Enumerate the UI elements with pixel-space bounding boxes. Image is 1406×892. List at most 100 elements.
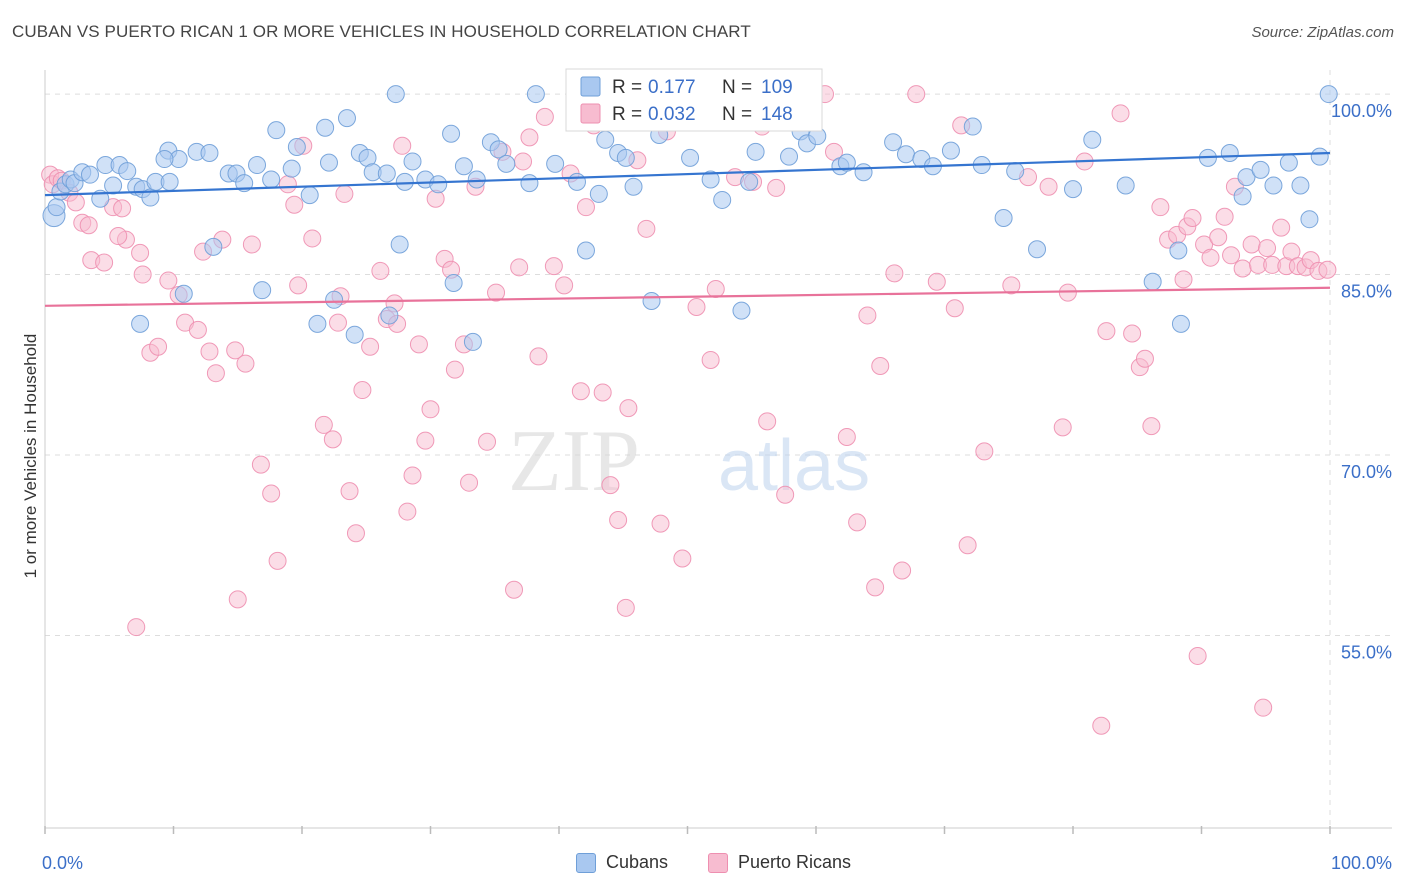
puerto-rican-point <box>616 598 635 617</box>
legend-top-cubans-swatch <box>580 76 601 97</box>
cuban-point <box>267 121 286 140</box>
puerto-rican-point <box>1174 270 1193 289</box>
cuban-point <box>377 164 396 183</box>
puerto-rican-point <box>113 199 132 218</box>
chart-title: CUBAN VS PUERTO RICAN 1 OR MORE VEHICLES… <box>12 22 751 41</box>
puerto-rican-point <box>858 306 877 325</box>
puerto-rican-point <box>651 514 670 533</box>
legend-top-cubans-n-value: 109 <box>761 77 793 98</box>
puerto-rican-point <box>66 193 85 212</box>
legend-top-pr-n-label: N = <box>722 104 752 125</box>
puerto-rican-point <box>131 243 150 262</box>
cuban-point <box>1143 272 1162 291</box>
puerto-rican-point <box>1201 248 1220 267</box>
cuban-point <box>325 290 344 309</box>
y-axis-label: 1 or more Vehicles in Household <box>21 334 40 579</box>
puerto-rican-point <box>1209 228 1228 247</box>
puerto-rican-point <box>242 235 261 254</box>
puerto-rican-point <box>1183 208 1202 227</box>
source-label: Source: ZipAtlas.com <box>1251 24 1394 41</box>
puerto-rican-point <box>885 264 904 283</box>
puerto-rican-point <box>361 337 380 356</box>
cuban-point <box>546 154 565 173</box>
cuban-point <box>253 281 272 300</box>
cuban-point <box>596 130 615 149</box>
cuban-point <box>442 124 461 143</box>
puerto-rican-point <box>555 276 574 295</box>
y-tick-label: 85.0% <box>1341 282 1392 302</box>
puerto-ricans-trend-line <box>44 286 1331 307</box>
puerto-rican-point <box>1258 239 1277 258</box>
cuban-point <box>1264 176 1283 195</box>
puerto-rican-point <box>403 466 422 485</box>
puerto-rican-point <box>421 400 440 419</box>
legend-bottom-cubans: Cubans <box>576 852 668 873</box>
cuban-point <box>337 109 356 128</box>
x-tick-label: 0.0% <box>42 853 83 873</box>
legend-top-box <box>565 68 823 132</box>
legend-top-pr-n-value: 148 <box>761 104 793 125</box>
cuban-point <box>701 170 720 189</box>
legend-top-pr-r-value: 0.032 <box>648 104 696 125</box>
puerto-rican-point <box>637 219 656 238</box>
puerto-rican-point <box>1233 259 1252 278</box>
watermark-zip: ZIP <box>508 413 640 510</box>
cuban-point <box>1237 168 1256 187</box>
puerto-rican-point <box>544 257 563 276</box>
cuban-point <box>300 186 319 205</box>
puerto-rican-point <box>837 427 856 446</box>
cuban-point <box>429 175 448 194</box>
cuban-point <box>282 159 301 178</box>
cuban-point <box>526 85 545 104</box>
puerto-rican-point <box>1272 218 1291 237</box>
puerto-rican-point <box>673 549 692 568</box>
cuban-point <box>497 154 516 173</box>
y-tick-label: 100.0% <box>1331 101 1392 121</box>
cuban-point <box>131 314 150 333</box>
puerto-rican-point <box>619 399 638 418</box>
legend-bottom-pr-label: Puerto Ricans <box>738 852 852 872</box>
puerto-rican-point <box>866 578 885 597</box>
cuban-point <box>1251 160 1270 179</box>
puerto-rican-point <box>262 484 281 503</box>
cuban-point <box>174 284 193 303</box>
cuban-point <box>854 163 873 182</box>
cuban-point <box>963 117 982 136</box>
legend-bottom-pr: Puerto Ricans <box>708 852 851 873</box>
puerto-rican-point <box>268 551 287 570</box>
puerto-rican-point <box>478 432 497 451</box>
puerto-rican-point <box>535 107 554 126</box>
puerto-rican-point <box>328 313 347 332</box>
puerto-rican-point <box>460 473 479 492</box>
puerto-rican-point <box>505 580 524 599</box>
puerto-rican-point <box>278 175 297 194</box>
puerto-rican-point <box>893 561 912 580</box>
puerto-rican-point <box>767 178 786 197</box>
puerto-rican-point <box>393 136 412 155</box>
puerto-rican-point <box>701 350 720 369</box>
puerto-rican-point <box>945 299 964 318</box>
cuban-point <box>994 208 1013 227</box>
cuban-point <box>616 148 635 167</box>
tick-labels: 100.0% 85.0% 70.0% 55.0% 0.0% 100.0% <box>42 101 1392 873</box>
cuban-point <box>1116 176 1135 195</box>
cuban-point <box>624 177 643 196</box>
cuban-point <box>489 140 508 159</box>
cuban-point <box>1300 210 1319 229</box>
cuban-point <box>1083 130 1102 149</box>
cuban-point <box>642 292 661 311</box>
cuban-point <box>589 184 608 203</box>
puerto-rican-point <box>871 356 890 375</box>
cuban-point <box>567 172 586 191</box>
puerto-rican-point <box>251 455 270 474</box>
cuban-point <box>780 147 799 166</box>
cuban-point <box>287 138 306 157</box>
puerto-rican-point <box>1242 235 1261 254</box>
cuban-point <box>155 150 174 169</box>
puerto-rican-point <box>188 320 207 339</box>
puerto-rican-point <box>706 279 725 298</box>
cuban-point <box>80 165 99 184</box>
legend-bottom: Cubans Puerto Ricans <box>0 852 1406 878</box>
cuban-point <box>1006 162 1025 181</box>
